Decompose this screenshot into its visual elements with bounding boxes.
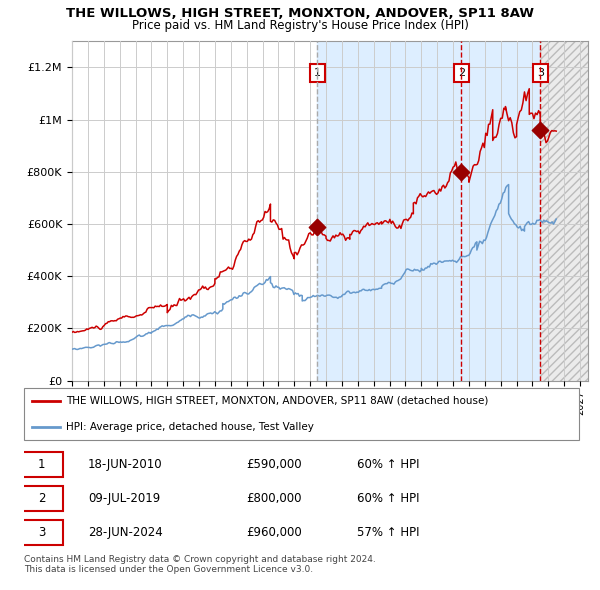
- Point: [535, 125, 545, 135]
- Bar: [317, 41, 540, 381]
- Text: THE WILLOWS, HIGH STREET, MONXTON, ANDOVER, SP11 8AW (detached house): THE WILLOWS, HIGH STREET, MONXTON, ANDOV…: [65, 396, 488, 405]
- FancyBboxPatch shape: [24, 388, 579, 440]
- Text: THE WILLOWS, HIGH STREET, MONXTON, ANDOVER, SP11 8AW: THE WILLOWS, HIGH STREET, MONXTON, ANDOV…: [66, 7, 534, 20]
- Text: 60% ↑ HPI: 60% ↑ HPI: [357, 458, 419, 471]
- Bar: [540, 41, 588, 381]
- Text: 2: 2: [38, 492, 46, 505]
- FancyBboxPatch shape: [21, 452, 63, 477]
- Text: Contains HM Land Registry data © Crown copyright and database right 2024.
This d: Contains HM Land Registry data © Crown c…: [24, 555, 376, 574]
- Text: 60% ↑ HPI: 60% ↑ HPI: [357, 492, 419, 505]
- Text: £800,000: £800,000: [246, 492, 302, 505]
- Text: 3: 3: [38, 526, 46, 539]
- Text: 57% ↑ HPI: 57% ↑ HPI: [357, 526, 419, 539]
- Text: 1: 1: [314, 68, 321, 78]
- Bar: [540, 41, 588, 381]
- Point: [313, 222, 322, 231]
- Text: £960,000: £960,000: [246, 526, 302, 539]
- Text: Price paid vs. HM Land Registry's House Price Index (HPI): Price paid vs. HM Land Registry's House …: [131, 19, 469, 32]
- Text: 28-JUN-2024: 28-JUN-2024: [88, 526, 163, 539]
- Text: 1: 1: [38, 458, 46, 471]
- FancyBboxPatch shape: [21, 520, 63, 545]
- Text: 3: 3: [537, 68, 544, 78]
- Text: HPI: Average price, detached house, Test Valley: HPI: Average price, detached house, Test…: [65, 422, 314, 431]
- Text: 18-JUN-2010: 18-JUN-2010: [88, 458, 163, 471]
- Point: [457, 167, 466, 176]
- Text: £590,000: £590,000: [246, 458, 302, 471]
- FancyBboxPatch shape: [21, 486, 63, 512]
- Text: 09-JUL-2019: 09-JUL-2019: [88, 492, 160, 505]
- Text: 2: 2: [458, 68, 465, 78]
